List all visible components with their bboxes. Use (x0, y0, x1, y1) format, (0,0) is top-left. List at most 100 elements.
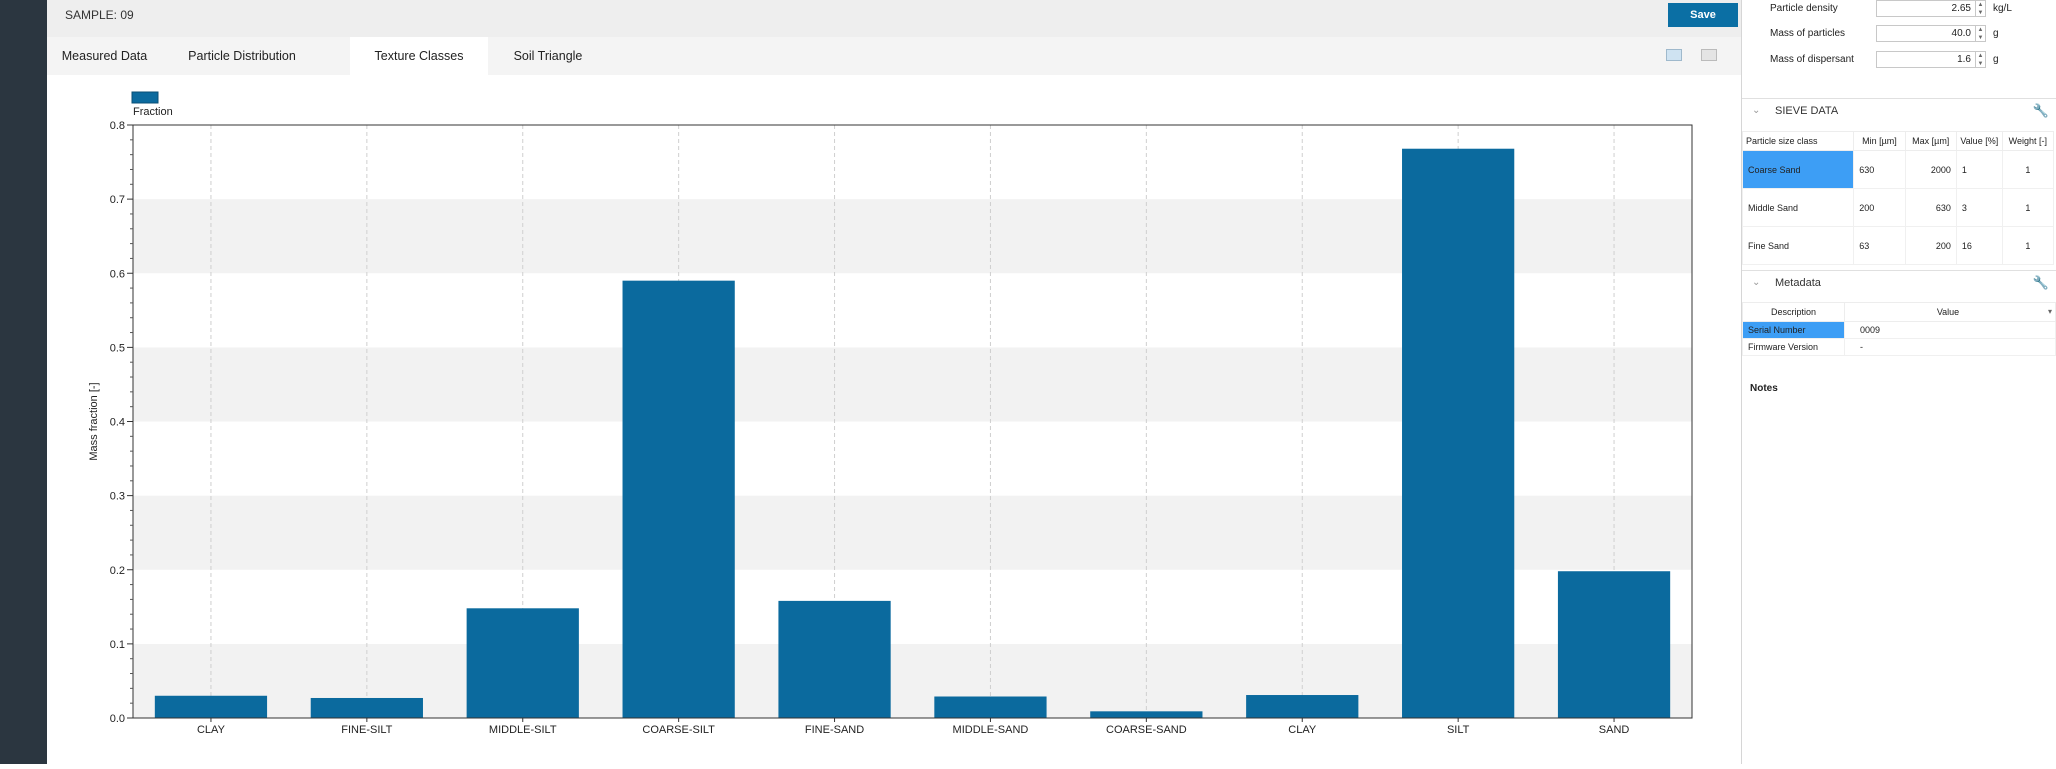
bar (1557, 571, 1671, 718)
column-header[interactable]: Value [%] (1955, 131, 2003, 151)
table-cell[interactable]: Serial Number (1742, 321, 1845, 339)
tab-soil-triangle[interactable]: Soil Triangle (513, 49, 583, 63)
mass-of-dispersant-input[interactable]: 1.6 (1876, 51, 1976, 68)
metadata-table: Description Value ▾ Serial Number 0009 Fi… (1742, 302, 2056, 356)
x-tick-label: MIDDLE-SILT (489, 724, 557, 736)
sieve-data-header[interactable]: ⌄ SIEVE DATA 🔧 (1742, 98, 2056, 125)
table-row[interactable]: Middle Sand 200 630 3 1 (1741, 188, 2055, 227)
property-label: Mass of dispersant (1770, 54, 1854, 65)
spinner-icon[interactable]: ▲ ▼ (1976, 25, 1986, 42)
table-cell[interactable]: 1 (2001, 150, 2055, 189)
x-tick-label: COARSE-SILT (642, 724, 715, 736)
chart-container: 0.0 0.1 0.2 0.3 0.4 0.5 0.6 0.7 0.8 CLAY FINE-SILT… (47, 75, 1741, 764)
table-row[interactable]: Coarse Sand 630 2000 1 1 (1741, 150, 2055, 189)
table-cell[interactable]: 1 (1955, 150, 2003, 189)
chart-view-icon[interactable] (1666, 49, 1682, 61)
y-tick-label: 0.8 (110, 120, 125, 132)
y-tick-label: 0.3 (110, 491, 125, 503)
table-cell[interactable]: Middle Sand (1741, 188, 1855, 227)
property-label: Particle density (1770, 3, 1838, 14)
table-cell[interactable]: - (1844, 338, 2056, 356)
property-unit: kg/L (1993, 3, 2012, 14)
x-tick-label: FINE-SAND (805, 724, 864, 736)
table-cell[interactable]: 63 (1853, 226, 1906, 265)
property-label: Mass of particles (1770, 28, 1846, 39)
notes-label: Notes (1750, 383, 1778, 394)
column-header[interactable]: Description (1742, 302, 1845, 322)
spinner-icon[interactable]: ▲ ▼ (1976, 51, 1986, 68)
column-header[interactable]: Max [µm] (1904, 131, 1957, 151)
table-cell[interactable]: Fine Sand (1741, 226, 1855, 265)
bar (622, 280, 735, 718)
x-tick-label: COARSE-SAND (1106, 724, 1187, 736)
table-row[interactable]: Fine Sand 63 200 16 1 (1741, 226, 2055, 265)
wrench-icon[interactable]: 🔧 (2032, 275, 2049, 290)
spinner-icon[interactable]: ▲ ▼ (1976, 0, 1986, 17)
property-unit: g (1993, 28, 1999, 39)
bar (1090, 711, 1203, 718)
wrench-icon[interactable]: 🔧 (2032, 103, 2049, 118)
x-tick-label: CLAY (1288, 724, 1317, 736)
top-bar: SAMPLE: 09 Save (47, 0, 1741, 37)
table-cell[interactable]: 1 (2001, 226, 2055, 265)
particle-density-input[interactable]: 2.65 (1876, 0, 1976, 17)
column-header-label: Value (1936, 307, 1960, 317)
right-panel: Particle density 2.65 ▲ ▼ kg/L Mass of pa… (1741, 0, 2056, 764)
table-cell[interactable]: 0009 (1844, 321, 2056, 339)
table-cell[interactable]: 1 (2001, 188, 2055, 227)
sort-arrow-icon[interactable]: ▾ (2047, 307, 2052, 316)
bar (154, 695, 268, 718)
save-button[interactable]: Save (1668, 3, 1738, 27)
column-header[interactable]: Min [µm] (1853, 131, 1906, 151)
table-cell[interactable]: 200 (1904, 226, 1957, 265)
y-tick-label: 0.5 (110, 342, 125, 354)
sieve-data-title: SIEVE DATA (1775, 105, 1839, 117)
y-tick-label: 0.7 (110, 194, 125, 206)
bar (1402, 148, 1515, 719)
bar (1246, 695, 1359, 718)
y-tick-label: 0.2 (110, 565, 125, 577)
property-unit: g (1993, 54, 1999, 65)
main-panel: SAMPLE: 09 Save Measured Data Particle D… (47, 0, 1741, 764)
bar (310, 697, 423, 718)
tab-texture-classes[interactable]: Texture Classes (350, 37, 488, 75)
property-mass-of-particles: Mass of particles 40.0 ▲ ▼ g (1742, 25, 2056, 43)
y-tick-label: 0.6 (110, 268, 125, 280)
sample-indicator: SAMPLE: 09 (65, 8, 134, 22)
table-cell[interactable]: 200 (1853, 188, 1906, 227)
table-cell[interactable]: Coarse Sand (1741, 150, 1855, 189)
x-tick-label: MIDDLE-SAND (953, 724, 1029, 736)
table-cell[interactable]: Firmware Version (1742, 338, 1845, 356)
column-header[interactable]: Weight [-] (2001, 131, 2055, 151)
table-row[interactable]: Serial Number 0009 (1742, 321, 2056, 339)
tab-particle-distribution[interactable]: Particle Distribution (188, 49, 296, 63)
metadata-header[interactable]: ⌄ Metadata 🔧 (1742, 270, 2056, 297)
column-header[interactable]: Particle size class (1741, 131, 1855, 151)
chevron-down-icon[interactable]: ⌄ (1752, 277, 1761, 288)
table-cell[interactable]: 630 (1904, 188, 1957, 227)
table-cell[interactable]: 630 (1853, 150, 1906, 189)
tab-measured-data[interactable]: Measured Data (61, 49, 148, 63)
x-tick-label: FINE-SILT (341, 724, 392, 736)
table-cell[interactable]: 2000 (1904, 150, 1957, 189)
chevron-down-icon[interactable]: ⌄ (1752, 105, 1761, 116)
property-mass-of-dispersant: Mass of dispersant 1.6 ▲ ▼ g (1742, 51, 2056, 69)
x-tick-label: SILT (1447, 724, 1470, 736)
x-tick-label: SAND (1599, 724, 1630, 736)
legend-label: Fraction (133, 106, 173, 118)
sample-label: SAMPLE: (65, 8, 118, 22)
tab-bar: Measured Data Particle Distribution Text… (47, 37, 1741, 75)
table-view-icon[interactable] (1701, 49, 1717, 61)
legend-swatch (131, 91, 159, 104)
table-row[interactable]: Firmware Version - (1742, 338, 2056, 356)
y-tick-label: 0.1 (110, 639, 125, 651)
mass-of-particles-input[interactable]: 40.0 (1876, 25, 1976, 42)
bar (778, 600, 891, 718)
column-header[interactable]: Value ▾ (1844, 302, 2056, 322)
table-cell[interactable]: 16 (1955, 226, 2003, 265)
y-tick-label: 0.4 (110, 417, 125, 429)
property-particle-density: Particle density 2.65 ▲ ▼ kg/L (1742, 0, 2056, 18)
table-cell[interactable]: 3 (1955, 188, 2003, 227)
bar (934, 696, 1047, 718)
y-axis-label: Mass fraction [-] (88, 382, 100, 460)
